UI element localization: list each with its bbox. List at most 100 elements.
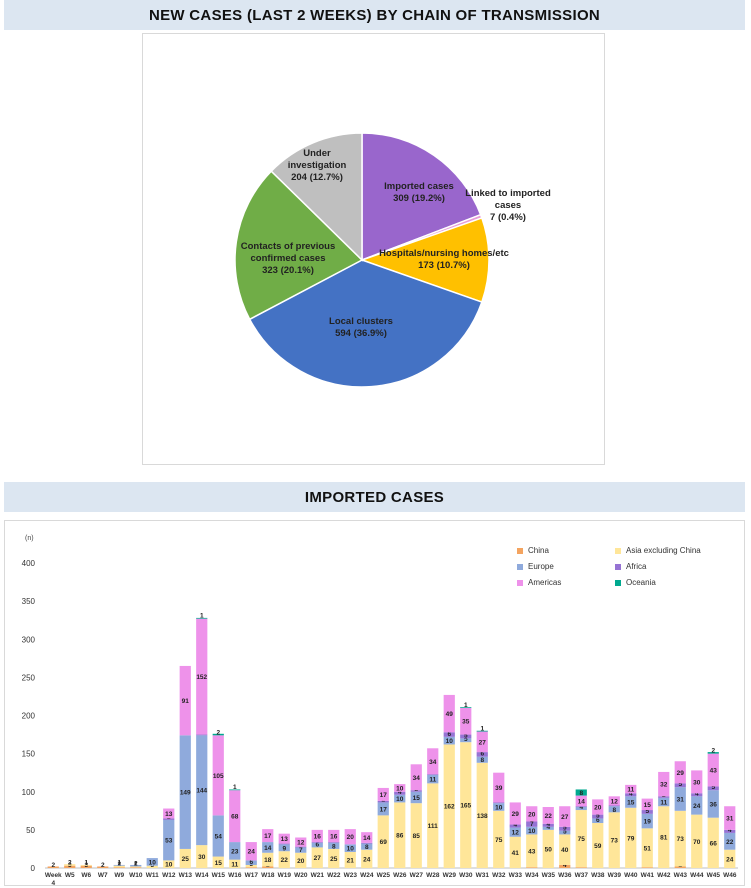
pie-chart-title: NEW CASES (LAST 2 WEEKS) BY CHAIN OF TRA… [4, 0, 745, 30]
bar-segment [394, 791, 406, 795]
x-tick-label: W22 [327, 872, 341, 879]
pie-slice [248, 259, 483, 388]
x-tick-label: W15 [212, 872, 226, 879]
bar-segment [47, 866, 59, 868]
bar-segment [559, 806, 571, 827]
bar-data-label: 5 [563, 825, 567, 832]
bar-segment [625, 784, 637, 794]
bar-segment [311, 847, 323, 868]
bar-data-label: 10 [165, 862, 173, 869]
bar-segment [196, 735, 208, 846]
bar-segment [163, 860, 175, 868]
bar-data-label: 6 [447, 731, 451, 738]
bar-segment [542, 829, 554, 868]
bar-segment [674, 761, 686, 784]
x-tick-label: W44 [690, 872, 704, 879]
bar-segment [658, 771, 670, 797]
y-tick-label: 300 [22, 635, 36, 644]
bar-segment [691, 796, 703, 815]
bar-segment [641, 867, 653, 868]
x-tick-label: W42 [657, 872, 671, 879]
bar-data-label: 7 [299, 847, 303, 854]
bar-segment [163, 819, 175, 861]
bar-segment [674, 787, 686, 811]
bar-segment [410, 803, 422, 868]
y-tick-label: 50 [26, 826, 35, 835]
bar-segment [212, 733, 224, 736]
bar-segment [575, 806, 587, 807]
x-tick-label: W13 [179, 872, 193, 879]
bar-chart-title: IMPORTED CASES [4, 482, 745, 512]
bar-segment [460, 707, 472, 735]
bar-segment [476, 752, 488, 757]
bar-data-label: 162 [444, 804, 455, 811]
legend-item: Africa [615, 562, 646, 571]
bar-data-label: 11 [660, 800, 667, 807]
x-tick-label: W20 [294, 872, 308, 879]
bar-segment [328, 842, 340, 843]
bar-segment [691, 814, 703, 868]
bar-segment [592, 814, 604, 819]
bar-segment [262, 852, 274, 867]
bar-data-label: 8 [480, 757, 484, 764]
bar-segment [509, 836, 521, 868]
bar-segment [130, 864, 142, 867]
pie-slice-label: Under investigation 204 (12.7%) [288, 148, 347, 183]
bar-segment [245, 864, 257, 868]
bar-segment [509, 827, 521, 837]
bar-segment [443, 694, 455, 733]
bar-data-label: 75 [495, 837, 503, 844]
bar-data-label: 24 [693, 803, 701, 810]
x-tick-label: W34 [525, 872, 539, 879]
bar-segment [196, 617, 208, 619]
bar-data-label: 8 [612, 807, 616, 814]
bar-segment [707, 753, 719, 787]
legend-item: Asia excluding China [615, 546, 701, 555]
bar-data-label: 10 [149, 859, 157, 866]
bar-segment [641, 813, 653, 829]
bar-segment [526, 826, 538, 835]
bar-segment [575, 810, 587, 868]
bar-data-label: 51 [644, 845, 652, 852]
bar-segment [130, 867, 142, 868]
bar-data-label: 34 [413, 775, 421, 782]
bar-segment [295, 852, 307, 868]
legend-swatch [615, 563, 621, 570]
bar-segment [179, 735, 191, 849]
bar-segment [724, 829, 736, 833]
bar-segment [377, 800, 389, 803]
bar-data-label: 20 [297, 858, 305, 865]
bar-segment [394, 794, 406, 803]
bar-segment [592, 799, 604, 815]
x-tick-label: W29 [443, 872, 457, 879]
bar-segment [410, 764, 422, 791]
bar-data-label: 19 [644, 819, 652, 826]
bar-data-label: 22 [545, 813, 553, 820]
bar-segment [229, 842, 241, 860]
bar-data-label: 149 [180, 790, 191, 797]
bar-data-label: 30 [198, 854, 206, 861]
bar-data-label: 29 [677, 770, 685, 777]
bar-segment [658, 796, 670, 798]
bar-data-label: 2 [51, 862, 55, 869]
x-tick-label: W24 [360, 872, 374, 879]
x-tick-label: W5 [65, 872, 75, 879]
bar-segment [245, 860, 257, 865]
bar-segment [179, 848, 191, 868]
bar-data-label: 1 [134, 861, 138, 868]
x-tick-label: W27 [410, 872, 424, 879]
y-tick-label: 250 [22, 673, 36, 682]
pie-chart-panel: Imported cases 309 (19.2%) Linked to impor… [142, 33, 605, 465]
bar-data-label: 91 [182, 698, 190, 705]
bar-segment [460, 742, 472, 868]
bar-segment [130, 866, 142, 868]
bar-data-label: 79 [627, 835, 635, 842]
pie-chart: Imported cases 309 (19.2%) Linked to impor… [234, 132, 551, 388]
x-tick-label: W10 [129, 872, 143, 879]
bar-segment [608, 796, 620, 806]
x-tick-label: W17 [245, 872, 259, 879]
bar-segment [641, 828, 653, 868]
bar-segment [641, 798, 653, 811]
x-tick-label: W46 [723, 872, 737, 879]
bar-data-label: 4 [546, 821, 550, 828]
